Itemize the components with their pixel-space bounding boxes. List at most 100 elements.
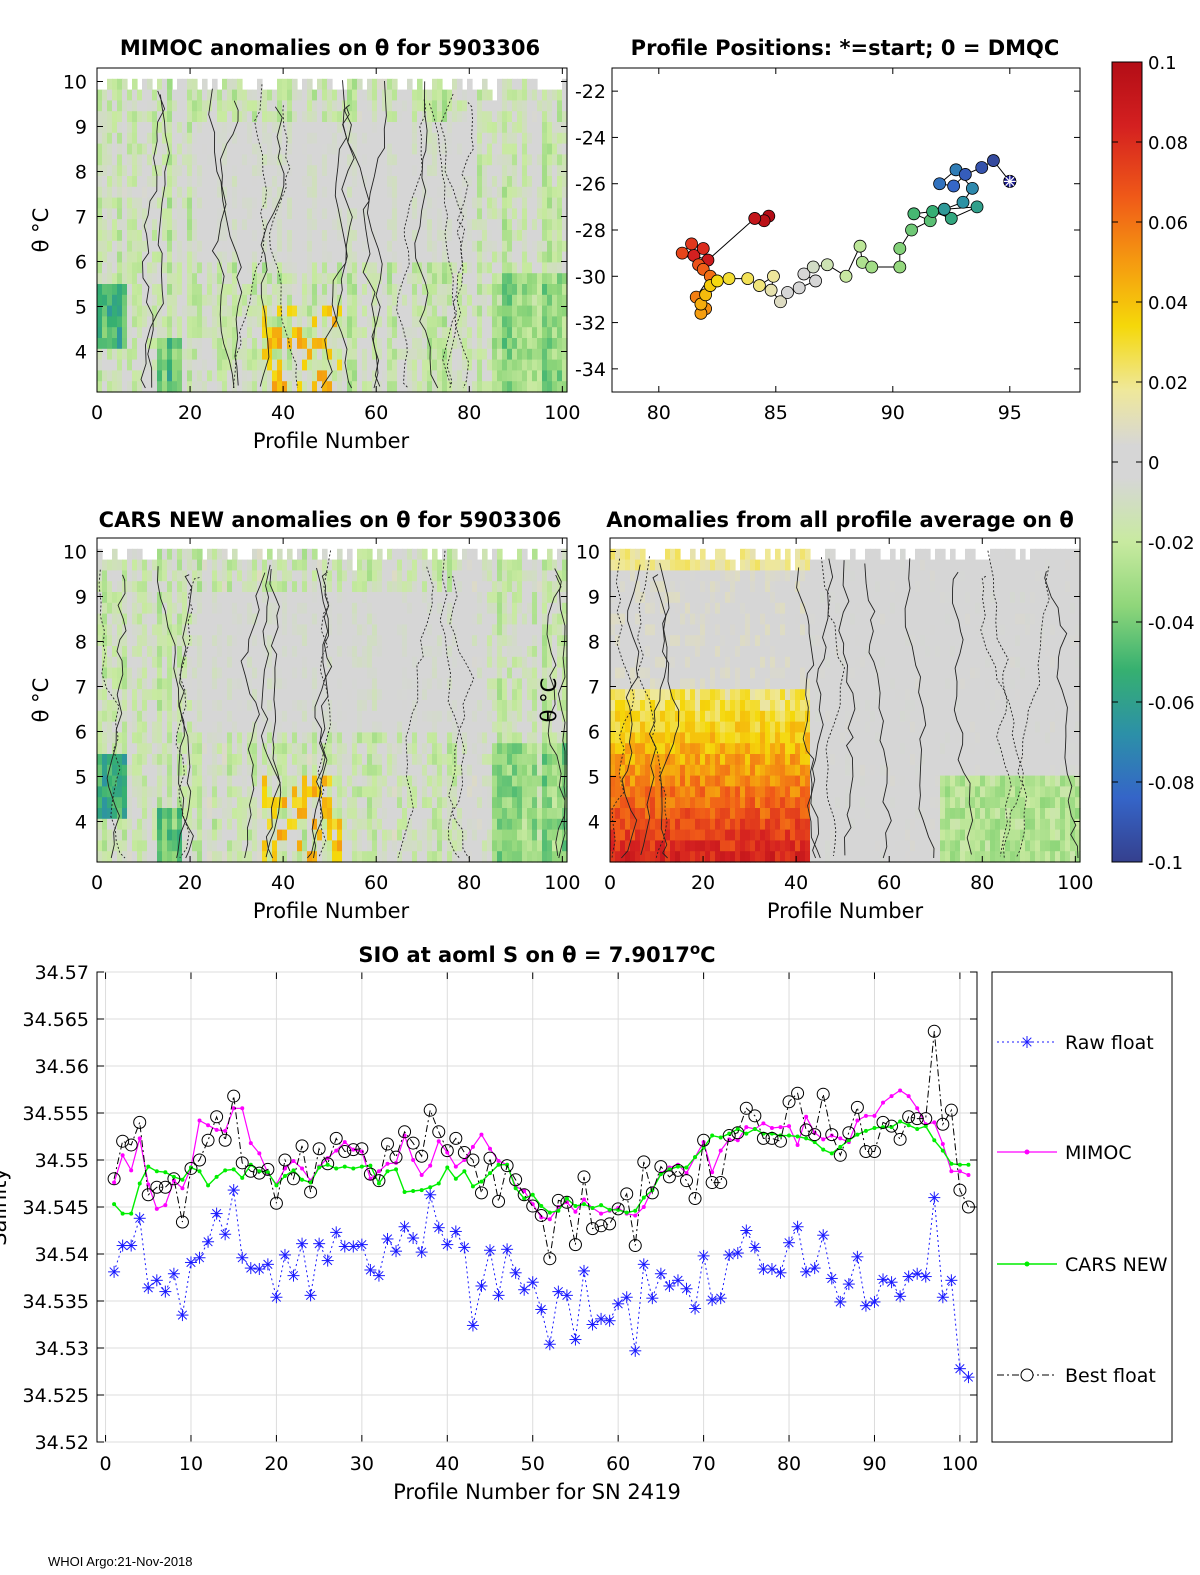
- heatmap-cell: [267, 186, 273, 199]
- heatmap-cell: [442, 381, 448, 393]
- heatmap-cell: [462, 689, 468, 701]
- heatmap-cell: [377, 700, 383, 712]
- heatmap-cell: [207, 305, 213, 317]
- heatmap-cell: [477, 305, 483, 317]
- heatmap-cell: [357, 111, 363, 123]
- heatmap-cell: [127, 592, 133, 604]
- heatmap-cell: [127, 186, 133, 199]
- heatmap-cell: [222, 829, 228, 841]
- heatmap-cell: [382, 273, 388, 285]
- heatmap-cell: [347, 743, 353, 755]
- heatmap-cell: [282, 154, 288, 166]
- heatmap-cell: [287, 592, 293, 604]
- map-profile-point: [865, 260, 879, 274]
- heatmap-cell: [402, 818, 408, 831]
- heatmap-cell: [297, 143, 303, 155]
- heatmap-cell: [382, 294, 388, 307]
- heatmap-cell: [187, 721, 193, 733]
- heatmap-cell: [237, 656, 243, 669]
- heatmap-cell: [257, 797, 263, 809]
- heatmap-cell: [407, 143, 413, 155]
- heatmap-cell: [257, 635, 263, 647]
- heatmap-cell: [237, 284, 243, 296]
- heatmap-cell: [127, 613, 133, 625]
- heatmap-cell: [157, 667, 163, 679]
- heatmap-cell: [167, 327, 173, 339]
- heatmap-cell: [112, 132, 118, 145]
- heatmap-cell: [137, 273, 143, 285]
- heatmap-cell: [172, 559, 178, 571]
- heatmap-cell: [517, 316, 523, 328]
- heatmap-cell: [312, 132, 318, 145]
- heatmap-cell: [407, 678, 413, 690]
- heatmap-cell: [187, 559, 193, 571]
- heatmap-cell: [162, 559, 168, 571]
- heatmap-cell: [512, 176, 518, 188]
- heatmap-cell: [532, 251, 538, 263]
- heatmap-cell: [532, 165, 538, 177]
- heatmap-cell: [367, 754, 373, 766]
- heatmap-cell: [272, 240, 278, 253]
- heatmap-cell: [387, 111, 393, 123]
- heatmap-cell: [487, 111, 493, 123]
- heatmap-cell: [122, 89, 128, 101]
- heatmap-cell: [162, 294, 168, 307]
- heatmap-cell: [282, 851, 288, 863]
- heatmap-cell: [182, 592, 188, 604]
- heatmap-cell: [467, 764, 473, 777]
- heatmap-cell: [272, 284, 278, 296]
- heatmap-cell: [287, 89, 293, 101]
- heatmap-cell: [142, 262, 148, 274]
- heatmap-cell: [477, 208, 483, 220]
- heatmap-cell: [237, 122, 243, 134]
- heatmap-cell: [117, 176, 123, 188]
- heatmap-cell: [372, 348, 378, 361]
- heatmap-cell: [452, 143, 458, 155]
- heatmap-cell: [172, 305, 178, 317]
- heatmap-cell: [472, 348, 478, 361]
- heatmap-cell: [257, 667, 263, 679]
- heatmap-cell: [382, 678, 388, 690]
- heatmap-cell: [452, 851, 458, 863]
- heatmap-cell: [492, 381, 498, 393]
- heatmap-cell: [192, 316, 198, 328]
- heatmap-cell: [227, 818, 233, 831]
- heatmap-cell: [342, 89, 348, 101]
- heatmap-cell: [562, 273, 568, 285]
- heatmap-cell: [427, 370, 433, 382]
- heatmap-cell: [497, 154, 503, 166]
- heatmap-cell: [387, 592, 393, 604]
- heatmap-cell: [247, 143, 253, 155]
- heatmap-cell: [457, 581, 463, 593]
- heatmap-cell: [132, 219, 138, 231]
- heatmap-cell: [107, 230, 113, 242]
- heatmap-cell: [107, 559, 113, 571]
- heatmap-cell: [337, 710, 343, 723]
- heatmap-cell: [222, 624, 228, 636]
- heatmap-cell: [177, 284, 183, 296]
- heatmap-cell: [537, 154, 543, 166]
- heatmap-cell: [427, 743, 433, 755]
- heatmap-cell: [427, 732, 433, 744]
- heatmap-cell: [182, 559, 188, 571]
- heatmap-cell: [152, 700, 158, 712]
- heatmap-cell: [352, 165, 358, 177]
- heatmap-cell: [212, 262, 218, 274]
- heatmap-cell: [487, 176, 493, 188]
- heatmap-cell: [207, 624, 213, 636]
- heatmap-cell: [232, 754, 238, 766]
- heatmap-cell: [247, 230, 253, 242]
- heatmap-cell: [232, 132, 238, 145]
- heatmap-cell: [562, 111, 568, 123]
- heatmap-cell: [337, 808, 343, 820]
- heatmap-cell: [277, 359, 283, 371]
- heatmap-cell: [347, 667, 353, 679]
- heatmap-cell: [442, 251, 448, 263]
- heatmap-cell: [187, 154, 193, 166]
- heatmap-cell: [557, 197, 563, 209]
- heatmap-cell: [292, 667, 298, 679]
- heatmap-cell: [297, 656, 303, 669]
- heatmap-cell: [227, 754, 233, 766]
- heatmap-cell: [482, 338, 488, 350]
- heatmap-cell: [382, 775, 388, 787]
